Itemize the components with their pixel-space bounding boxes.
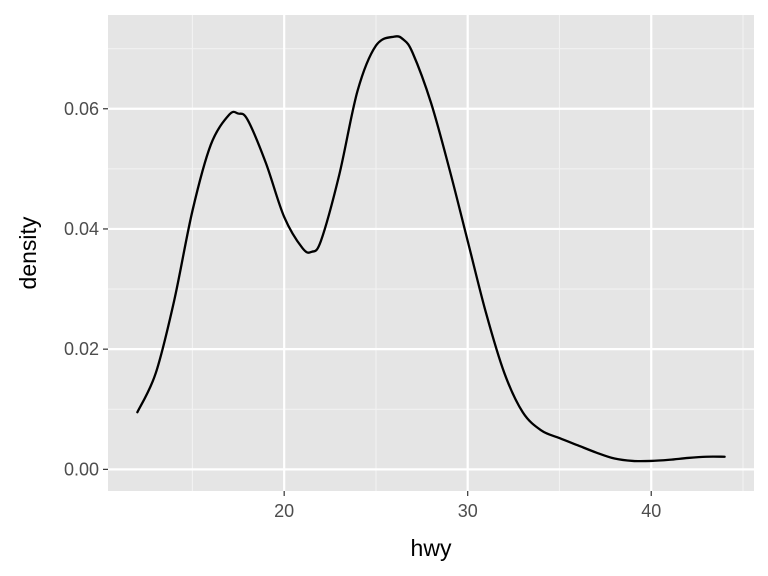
plot-panel bbox=[108, 15, 754, 491]
y-axis-tick-labels: 0.00 0.02 0.04 0.06 bbox=[64, 99, 99, 480]
density-curve bbox=[136, 35, 726, 463]
x-axis-tick-labels: 20 30 40 bbox=[274, 501, 661, 521]
major-gridlines bbox=[108, 15, 754, 491]
x-tick-label: 20 bbox=[274, 501, 294, 521]
y-tick-label: 0.06 bbox=[64, 99, 99, 119]
x-axis-title: hwy bbox=[411, 535, 452, 561]
axis-ticks bbox=[103, 108, 652, 496]
x-tick-label: 30 bbox=[458, 501, 478, 521]
x-tick-label: 40 bbox=[641, 501, 661, 521]
y-axis-title: density bbox=[15, 216, 41, 289]
minor-gridlines bbox=[108, 15, 754, 491]
density-series bbox=[136, 35, 726, 463]
y-tick-label: 0.00 bbox=[64, 459, 99, 479]
y-tick-label: 0.02 bbox=[64, 339, 99, 359]
y-tick-label: 0.04 bbox=[64, 219, 99, 239]
